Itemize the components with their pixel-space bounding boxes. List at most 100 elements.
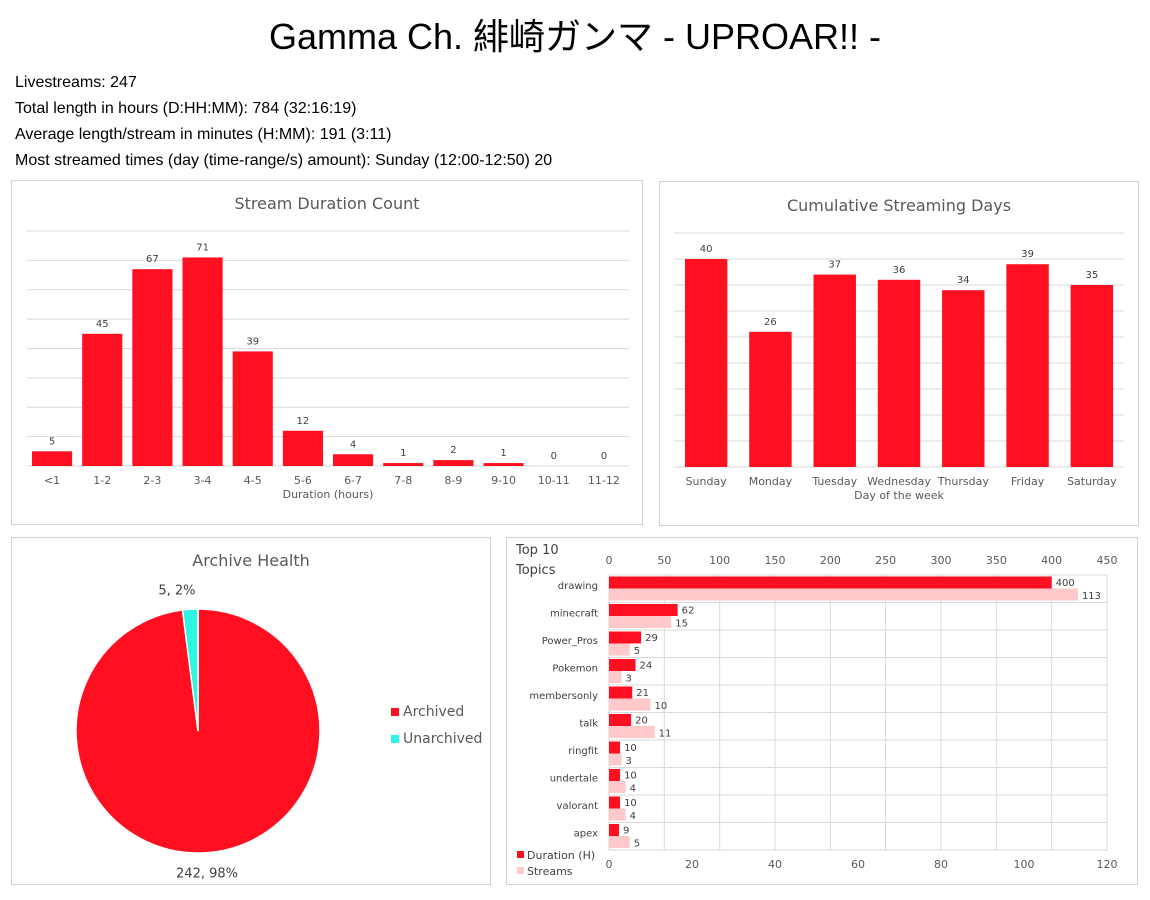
data-label: 34	[957, 275, 970, 286]
data-label: 242, 98%	[176, 867, 238, 882]
bar	[609, 686, 633, 699]
tick-label: drawing	[558, 581, 598, 592]
tick-label: Power_Pros	[542, 636, 598, 647]
data-label: 3	[625, 674, 631, 685]
legend-swatch	[517, 867, 524, 874]
bar	[609, 741, 621, 754]
duration-chart: Stream Duration Count 5 <1 45 1-2 67 2-3 71 3-4 3…	[27, 194, 629, 501]
tick-label: Friday	[1011, 475, 1045, 488]
tick-label: 0	[606, 858, 613, 871]
bar	[942, 290, 985, 467]
days-chart-panel: Cumulative Streaming Days 40 Sunday 26 Monda…	[659, 181, 1139, 526]
data-label: 67	[146, 254, 159, 265]
bar	[813, 274, 856, 467]
bar	[609, 714, 632, 726]
bar	[609, 631, 642, 644]
bar	[609, 726, 655, 738]
data-label: 10	[624, 771, 637, 782]
data-label: 5	[634, 646, 640, 657]
bar	[609, 588, 1078, 601]
bar	[82, 333, 123, 466]
bar	[749, 331, 792, 467]
x-axis-label: Duration (hours)	[283, 488, 374, 501]
topics-chart: Top 10 Topics 0 50 100 150 200 250 300 350 400 450 0…	[515, 543, 1118, 878]
bar	[684, 259, 728, 467]
tick-label: 300	[931, 554, 952, 567]
data-label: 4	[350, 439, 356, 450]
data-label: 29	[645, 633, 658, 644]
tick-label: apex	[574, 829, 598, 840]
data-label: 3	[625, 756, 631, 767]
bar	[609, 808, 626, 821]
data-label: 2	[450, 445, 456, 456]
tick-label: 350	[986, 554, 1007, 567]
bar	[609, 616, 672, 628]
chart-title: Topics	[515, 563, 556, 578]
data-label: 4	[630, 784, 636, 795]
tick-label: 100	[1014, 858, 1035, 871]
bar	[483, 463, 524, 466]
bar	[609, 576, 1052, 589]
data-label: 45	[96, 319, 109, 330]
bar	[609, 769, 621, 781]
tick-label: 3-4	[194, 474, 212, 487]
tick-label: 9-10	[491, 474, 516, 487]
legend-swatch	[517, 851, 524, 858]
data-label: 24	[640, 661, 653, 672]
bar	[609, 836, 630, 848]
data-label: 5	[634, 839, 640, 850]
tick-label: 7-8	[394, 474, 412, 487]
chart-title: Top 10	[515, 543, 559, 558]
data-label: 39	[246, 336, 259, 347]
tick-label: Pokemon	[552, 664, 598, 675]
data-label: 21	[636, 688, 649, 699]
chart-title: Cumulative Streaming Days	[787, 196, 1011, 215]
tick-label: Monday	[749, 475, 793, 488]
data-label: 4	[630, 811, 636, 822]
tick-label: 80	[934, 858, 948, 871]
tick-label: 10-11	[538, 474, 570, 487]
data-label: 5	[49, 436, 55, 447]
stat-most-streamed: Most streamed times (day (time-range/s) …	[15, 152, 553, 169]
tick-label: talk	[579, 719, 598, 730]
bar	[383, 463, 424, 466]
stat-total-length: Total length in hours (D:HH:MM): 784 (32…	[15, 100, 357, 117]
legend-label: Duration (H)	[527, 849, 595, 862]
chart-title: Stream Duration Count	[234, 194, 419, 213]
data-label: 1	[500, 448, 506, 459]
bar	[132, 269, 173, 466]
legend-swatch	[391, 735, 399, 743]
data-label: 10	[624, 743, 637, 754]
tick-label: 40	[768, 858, 782, 871]
data-label: 71	[196, 242, 209, 253]
tick-label: 0	[606, 554, 613, 567]
stat-livestreams: Livestreams: 247	[15, 74, 137, 91]
data-label: 12	[297, 416, 310, 427]
data-label: 37	[828, 260, 841, 271]
tick-label: valorant	[557, 801, 599, 812]
bar	[609, 671, 622, 683]
data-label: 400	[1056, 578, 1075, 589]
tick-label: 2-3	[143, 474, 161, 487]
tick-label: 200	[820, 554, 841, 567]
bar	[609, 604, 678, 616]
tick-label: Saturday	[1067, 475, 1117, 488]
tick-label: Thursday	[937, 475, 990, 488]
data-label: 0	[551, 451, 557, 462]
data-label: 39	[1021, 249, 1034, 260]
topics-chart-panel: Top 10 Topics 0 50 100 150 200 250 300 350 400 450 0…	[506, 537, 1138, 885]
tick-label: 1-2	[93, 474, 111, 487]
duration-chart-panel: Stream Duration Count 5 <1 45 1-2 67 2-3 71 3-4 3…	[11, 180, 643, 525]
bar	[609, 659, 636, 671]
legend-label: Unarchived	[403, 731, 482, 747]
tick-label: 50	[657, 554, 671, 567]
bar	[282, 430, 323, 466]
tick-label: 8-9	[444, 474, 462, 487]
legend-label: Archived	[403, 704, 464, 720]
page-title: Gamma Ch. 緋崎ガンマ - UPROAR!! -	[268, 16, 882, 57]
tick-label: 250	[875, 554, 896, 567]
tick-label: 20	[685, 858, 699, 871]
tick-label: undertale	[550, 774, 598, 785]
tick-label: 450	[1097, 554, 1118, 567]
chart-title: Archive Health	[192, 551, 310, 570]
